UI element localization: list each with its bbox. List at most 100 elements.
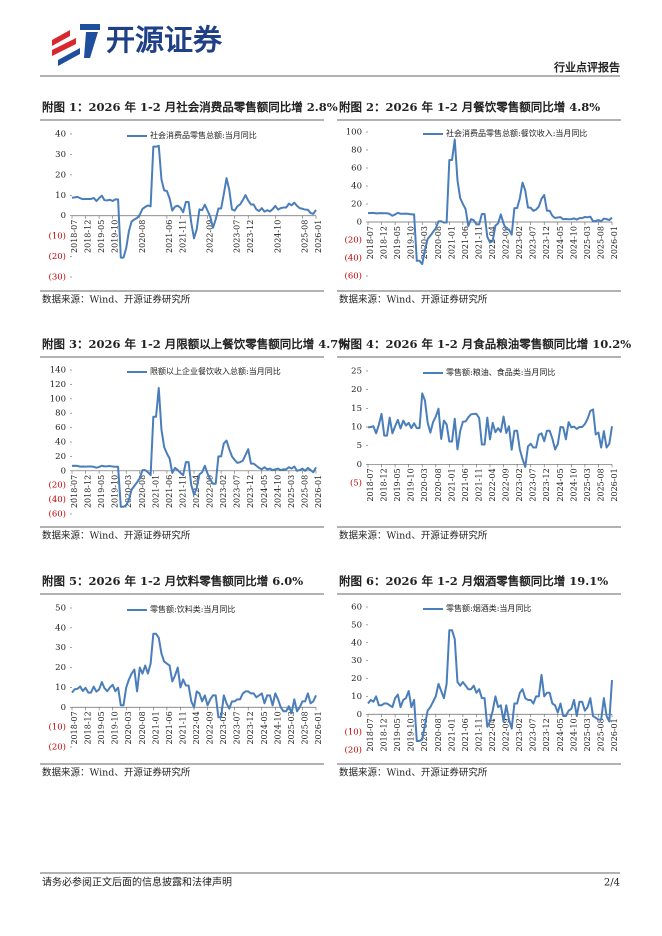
x-tick-label: 2019-05 <box>393 718 402 751</box>
chart-title: 附图 3：2026 年 1-2 月限额以上餐饮零售额同比增 4.7% <box>42 337 349 351</box>
source-note: 数据来源：Wind、开源证券研究所 <box>42 767 191 779</box>
legend-label: 零售额:粮油、食品类:当月同比 <box>446 367 555 377</box>
x-tick-label: 2019-10 <box>407 468 416 501</box>
x-tick-label: 2019-10 <box>111 475 120 508</box>
legend-label: 零售额:烟酒类:当月同比 <box>446 603 531 613</box>
x-tick-label: 2022-09 <box>206 711 215 744</box>
x-tick-label: 2021-06 <box>165 220 174 253</box>
y-tick-label: (20) <box>49 251 66 262</box>
x-tick-label: 2021-01 <box>151 475 160 508</box>
x-tick-label: 2021-11 <box>474 226 483 259</box>
x-tick-label: 2024-10 <box>569 226 578 259</box>
y-tick-label: 20 <box>55 170 66 180</box>
x-tick-label: 2024-10 <box>273 220 282 253</box>
x-tick-label: 2020-03 <box>124 711 133 744</box>
series-line <box>71 632 317 719</box>
x-tick-label: 2023-07 <box>233 711 242 744</box>
y-tick-label: (20) <box>345 235 362 246</box>
y-tick-label: 60 <box>351 603 362 613</box>
x-tick-label: 2025-08 <box>596 226 605 259</box>
chart-title: 附图 1：2026 年 1-2 月社会消费品零售额同比增 2.8% <box>42 100 338 114</box>
y-tick-label: 80 <box>351 146 362 156</box>
page-number: 2/4 <box>604 878 620 889</box>
x-tick-label: 2019-05 <box>97 220 106 253</box>
x-tick-label: 2022-09 <box>502 226 511 259</box>
y-tick-label: (5) <box>350 478 362 489</box>
series-line <box>71 387 317 508</box>
y-tick-label: (30) <box>49 272 66 283</box>
source-note: 数据来源：Wind、开源证券研究所 <box>339 530 488 542</box>
y-tick-label: (10) <box>49 722 66 733</box>
y-tick-label: (40) <box>345 253 362 264</box>
y-tick-label: 20 <box>55 452 66 462</box>
x-tick-label: 2023-02 <box>515 226 524 259</box>
y-tick-label: 0 <box>357 710 362 720</box>
x-tick-label: 2018-12 <box>380 226 389 259</box>
x-tick-label: 2018-07 <box>366 468 375 501</box>
x-tick-label: 2023-12 <box>542 468 551 501</box>
y-tick-label: 10 <box>55 683 66 693</box>
source-note: 数据来源：Wind、开源证券研究所 <box>339 767 488 779</box>
x-tick-label: 2021-01 <box>447 226 456 259</box>
y-tick-label: 30 <box>55 643 66 653</box>
y-tick-label: 0 <box>357 460 362 470</box>
y-tick-label: 20 <box>351 385 362 395</box>
y-tick-label: (10) <box>345 727 362 738</box>
y-tick-label: 50 <box>55 604 66 614</box>
y-tick-label: 40 <box>351 638 362 648</box>
x-tick-label: 2019-10 <box>111 220 120 253</box>
y-tick-label: (60) <box>49 509 66 520</box>
y-tick-label: 60 <box>55 423 66 433</box>
y-tick-label: 25 <box>351 367 362 377</box>
y-tick-label: 0 <box>357 218 362 228</box>
x-tick-label: 2021-11 <box>474 468 483 501</box>
x-tick-label: 2024-10 <box>569 718 578 751</box>
y-tick-label: 15 <box>351 404 362 414</box>
x-tick-label: 2024-05 <box>556 718 565 751</box>
y-tick-label: 140 <box>50 366 66 376</box>
y-tick-label: 20 <box>351 674 362 684</box>
x-tick-label: 2019-05 <box>97 711 106 744</box>
x-tick-label: 2025-08 <box>596 468 605 501</box>
y-tick-label: 50 <box>351 620 362 630</box>
y-tick-label: 80 <box>55 409 66 419</box>
x-tick-label: 2022-04 <box>488 226 497 259</box>
x-tick-label: 2020-03 <box>420 718 429 751</box>
chart-title: 附图 2：2026 年 1-2 月餐饮零售额同比增 4.8% <box>339 100 600 114</box>
y-tick-label: 40 <box>55 438 66 448</box>
disclaimer: 请务必参阅正文后面的信息披露和法律声明 <box>42 876 232 889</box>
x-tick-label: 2021-11 <box>178 220 187 253</box>
x-tick-label: 2023-07 <box>233 220 242 253</box>
x-tick-label: 2022-09 <box>502 718 511 751</box>
y-tick-label: 20 <box>351 200 362 210</box>
x-tick-label: 2025-03 <box>287 475 296 508</box>
x-tick-label: 2018-07 <box>366 718 375 751</box>
x-tick-label: 2019-05 <box>393 468 402 501</box>
x-tick-label: 2022-09 <box>206 220 215 253</box>
x-tick-label: 2023-12 <box>542 718 551 751</box>
y-tick-label: 40 <box>55 130 66 140</box>
x-tick-label: 2021-06 <box>461 226 470 259</box>
x-tick-label: 2025-08 <box>300 475 309 508</box>
y-tick-label: 60 <box>351 164 362 174</box>
x-tick-label: 2022-04 <box>192 475 201 508</box>
x-tick-label: 2020-03 <box>124 475 133 508</box>
x-tick-label: 2023-02 <box>219 711 228 744</box>
y-tick-label: 10 <box>351 423 362 433</box>
series-line <box>367 392 613 468</box>
y-tick-label: 0 <box>61 211 66 221</box>
x-tick-label: 2023-07 <box>529 718 538 751</box>
x-tick-label: 2021-06 <box>461 718 470 751</box>
x-tick-label: 2019-05 <box>393 226 402 259</box>
legend-label: 社会消费品零售总额:餐饮收入:当月同比 <box>446 128 587 138</box>
x-tick-label: 2021-06 <box>165 711 174 744</box>
y-tick-label: 30 <box>351 656 362 666</box>
chart-title: 附图 6：2026 年 1-2 月烟酒零售额同比增 19.1% <box>339 574 608 588</box>
y-tick-label: 40 <box>351 182 362 192</box>
x-tick-label: 2020-08 <box>434 468 443 501</box>
x-tick-label: 2018-12 <box>84 220 93 253</box>
series-line <box>71 144 317 259</box>
x-tick-label: 2022-04 <box>192 711 201 744</box>
x-tick-label: 2026-01 <box>610 468 619 501</box>
